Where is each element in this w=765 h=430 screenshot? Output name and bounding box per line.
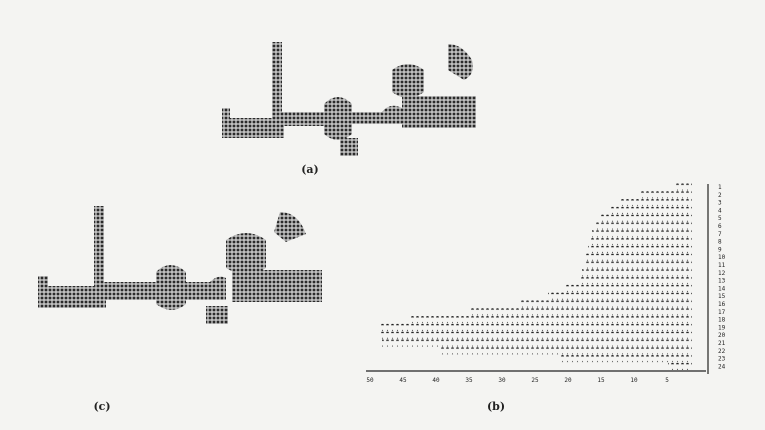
row-label: 8 [718, 239, 722, 246]
dot-row [566, 284, 692, 292]
dot-row [410, 316, 692, 324]
dot-row [668, 362, 692, 370]
dot-row [676, 183, 692, 191]
row-label: 20 [718, 332, 726, 339]
x-label: 25 [531, 377, 539, 384]
row-label: 24 [718, 363, 726, 370]
dot-row [582, 269, 692, 277]
dot-row [380, 331, 692, 339]
row-label: 3 [718, 200, 722, 207]
dot-row [640, 191, 692, 199]
row-label: 23 [718, 356, 726, 363]
row-label: 12 [718, 270, 726, 277]
x-label: 45 [399, 377, 407, 384]
x-label: 35 [465, 377, 473, 384]
panel-label: (c) [93, 400, 110, 413]
dot-row [584, 261, 692, 269]
x-label: 50 [366, 377, 374, 384]
dot-row [620, 199, 692, 207]
panel-label: (a) [301, 163, 319, 176]
row-label: 15 [718, 293, 726, 300]
word-image-c [38, 206, 322, 324]
row-label: 13 [718, 278, 726, 285]
row-label: 18 [718, 317, 726, 324]
dot-row [440, 347, 692, 355]
dot-row [470, 308, 692, 316]
row-label: 10 [718, 254, 726, 261]
x-label: 30 [498, 377, 506, 384]
x-label: 20 [564, 377, 572, 384]
dot-row [580, 277, 692, 285]
row-label: 1 [718, 184, 722, 191]
dot-row [592, 230, 692, 238]
panel-label: (b) [487, 400, 505, 413]
row-label: 2 [718, 192, 722, 199]
x-label: 5 [665, 377, 669, 384]
row-label: 14 [718, 285, 726, 292]
row-label: 16 [718, 301, 726, 308]
x-label: 15 [597, 377, 605, 384]
x-label: 10 [630, 377, 638, 384]
row-label: 5 [718, 215, 722, 222]
dot-row [382, 339, 692, 347]
dot-row [596, 222, 692, 230]
row-label: 6 [718, 223, 722, 230]
row-label: 21 [718, 340, 726, 347]
dot-row [520, 300, 692, 308]
dot-row [600, 214, 692, 222]
dot-row [586, 253, 692, 261]
dot-row [588, 245, 692, 253]
dot-row [610, 206, 692, 214]
dot-row [590, 238, 692, 246]
x-label: 40 [432, 377, 440, 384]
dot-row [380, 323, 692, 331]
word-image-a [222, 42, 476, 156]
projection-plot: 1234567891011121314151617181920212223245… [366, 183, 726, 384]
row-label: 17 [718, 309, 726, 316]
row-label: 9 [718, 246, 722, 253]
dot-row [548, 292, 692, 300]
row-label: 4 [718, 207, 722, 214]
dot-row [560, 355, 692, 363]
row-label: 11 [718, 262, 726, 269]
row-label: 7 [718, 231, 722, 238]
row-label: 19 [718, 324, 726, 331]
row-label: 22 [718, 348, 726, 355]
